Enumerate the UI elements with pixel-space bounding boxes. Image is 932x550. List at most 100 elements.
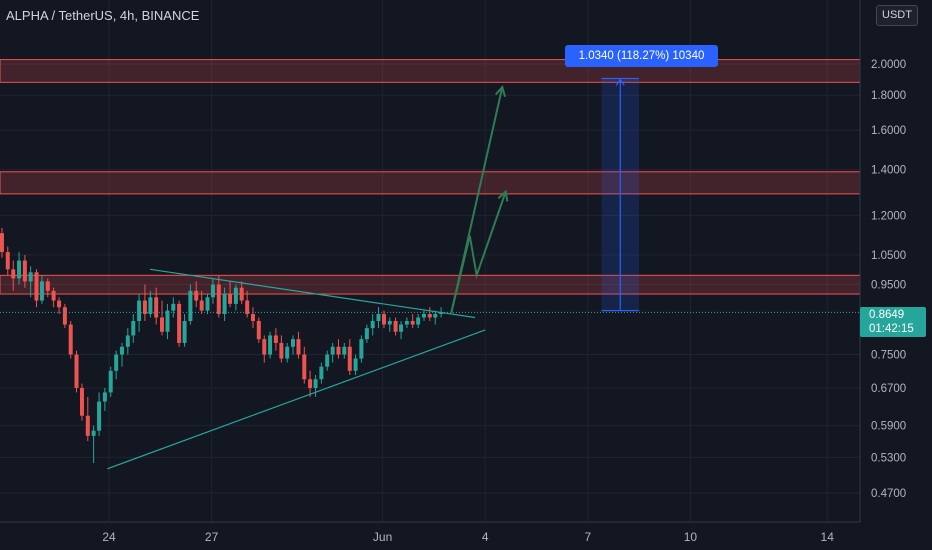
candle bbox=[228, 281, 233, 308]
candle bbox=[79, 383, 84, 421]
candle-body bbox=[28, 272, 33, 282]
candle-body bbox=[160, 317, 165, 332]
price-tick-label: 0.5300 bbox=[871, 452, 906, 464]
candle-body bbox=[359, 339, 364, 359]
candle bbox=[381, 310, 386, 329]
candle-body bbox=[142, 300, 147, 315]
candle bbox=[216, 275, 221, 318]
candle bbox=[336, 339, 341, 359]
candle-body bbox=[404, 320, 409, 325]
candle bbox=[290, 335, 295, 355]
candle-body bbox=[273, 335, 278, 343]
time-axis: 24 27 Jun 4 7 10 14 bbox=[0, 521, 932, 550]
price-tick-label: 0.9500 bbox=[871, 280, 906, 292]
measure-arrow-head bbox=[615, 78, 625, 86]
candle bbox=[102, 387, 107, 411]
time-tick-label: 24 bbox=[102, 530, 116, 544]
candle-body bbox=[45, 281, 50, 291]
chart-grid bbox=[0, 0, 860, 522]
projection-arrows bbox=[450, 85, 509, 315]
candle-body bbox=[199, 300, 204, 311]
candle-body bbox=[250, 314, 255, 321]
candle-body bbox=[177, 303, 182, 343]
candle-body bbox=[205, 297, 210, 311]
candle-body bbox=[381, 314, 386, 325]
candle-countdown: 01:42:15 bbox=[869, 323, 914, 335]
candle bbox=[51, 287, 56, 308]
candle-body bbox=[347, 346, 352, 371]
candle-body bbox=[342, 346, 347, 355]
candle bbox=[370, 314, 375, 336]
candle-body bbox=[393, 320, 398, 332]
candle bbox=[205, 294, 210, 315]
time-tick-label: 27 bbox=[205, 530, 219, 544]
candle-body bbox=[330, 346, 335, 355]
candle-body bbox=[433, 314, 438, 318]
candle-body bbox=[131, 320, 136, 336]
candle-body bbox=[51, 290, 56, 301]
candle-body bbox=[17, 260, 22, 279]
time-axis-bg bbox=[0, 522, 932, 550]
candle bbox=[416, 314, 421, 329]
candle bbox=[364, 324, 369, 343]
candle bbox=[68, 320, 73, 359]
current-price-value: 0.8649 bbox=[869, 309, 905, 321]
candle-body bbox=[222, 294, 227, 315]
candle-body bbox=[285, 346, 290, 359]
candle-body bbox=[182, 320, 187, 343]
candle-body bbox=[165, 310, 170, 332]
candle-body bbox=[11, 269, 16, 279]
candle-body bbox=[364, 328, 369, 340]
candle bbox=[285, 342, 290, 363]
candle bbox=[359, 335, 364, 363]
candle-body bbox=[325, 354, 330, 367]
candle-body bbox=[5, 252, 10, 270]
candle-body bbox=[114, 354, 119, 371]
candle bbox=[165, 303, 170, 340]
current-price-tag: 0.8649 01:42:15 bbox=[860, 307, 926, 337]
candle bbox=[308, 370, 313, 397]
candle-body bbox=[62, 307, 67, 325]
candle bbox=[154, 287, 159, 325]
candle bbox=[427, 307, 432, 321]
candle bbox=[85, 396, 90, 442]
candle-body bbox=[119, 346, 124, 355]
currency-button[interactable]: USDT bbox=[876, 5, 918, 26]
candle bbox=[142, 284, 147, 321]
candle-body bbox=[171, 303, 176, 311]
candle bbox=[250, 307, 255, 329]
trendline bbox=[107, 329, 486, 470]
candle-body bbox=[439, 312, 444, 315]
candle bbox=[347, 339, 352, 375]
candle-body bbox=[290, 339, 295, 347]
candle bbox=[433, 310, 438, 325]
candle-body bbox=[262, 339, 267, 355]
candle-body bbox=[97, 401, 102, 431]
price-axis-bg bbox=[860, 0, 932, 550]
candle-body bbox=[194, 290, 199, 301]
price-tick-label: 0.7500 bbox=[871, 350, 906, 362]
candle bbox=[302, 346, 307, 384]
resistance-zone bbox=[0, 274, 861, 295]
candle bbox=[62, 303, 67, 329]
candle-body bbox=[57, 300, 62, 308]
trendline bbox=[149, 268, 476, 319]
candle bbox=[17, 252, 22, 285]
candle bbox=[353, 354, 358, 375]
candle-body bbox=[399, 324, 404, 332]
candle-body bbox=[79, 387, 84, 416]
candle-body bbox=[108, 370, 113, 393]
candle bbox=[268, 331, 273, 359]
candle-body bbox=[102, 392, 107, 402]
candle bbox=[119, 342, 124, 367]
price-tick-label: 1.6000 bbox=[871, 125, 906, 137]
candle bbox=[256, 317, 261, 343]
measure-tool bbox=[601, 77, 640, 312]
candle bbox=[131, 314, 136, 343]
candle-body bbox=[410, 320, 415, 325]
time-tick-label: Jun bbox=[373, 530, 392, 544]
candle bbox=[182, 314, 187, 347]
time-tick-label: 10 bbox=[684, 530, 698, 544]
candle bbox=[45, 278, 50, 298]
